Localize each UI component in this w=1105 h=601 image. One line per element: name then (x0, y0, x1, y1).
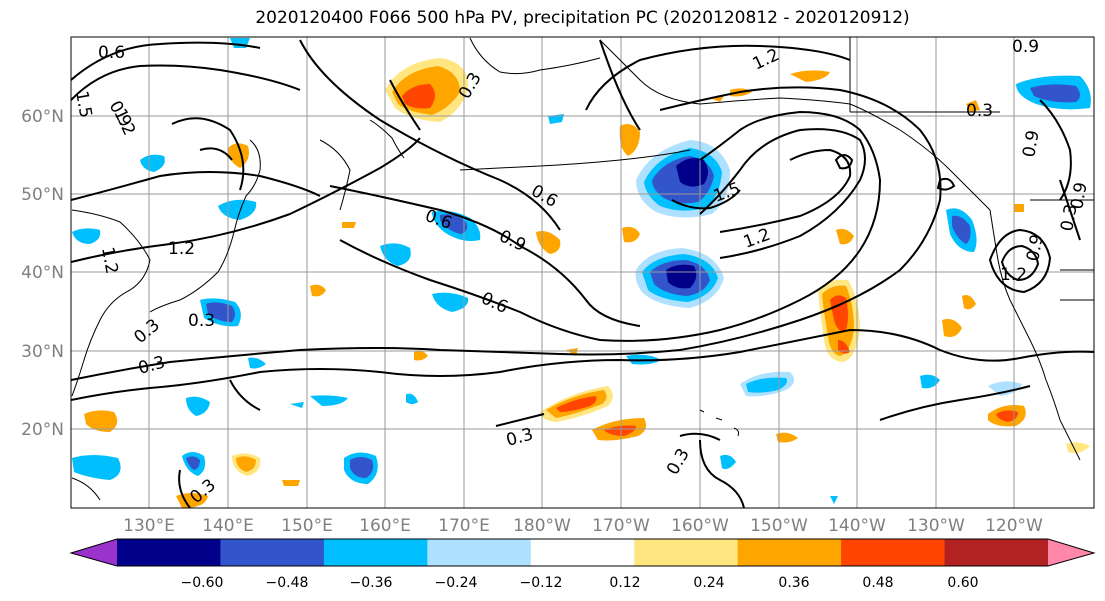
contour-label: 1.2 (97, 245, 121, 275)
lon-label: 170°W (592, 516, 650, 536)
latitude-labels: 60°N 50°N 40°N 30°N 20°N (21, 107, 64, 440)
colorbar-cell (944, 539, 1049, 566)
lat-label: 40°N (21, 263, 64, 283)
colorbar-cell (117, 539, 222, 566)
lon-label: 160°E (359, 516, 411, 536)
colorbar-tick: −0.36 (350, 575, 393, 591)
colorbar-extend-right (1048, 539, 1094, 566)
map-border (70, 36, 1095, 509)
colorbar-tick: −0.12 (520, 575, 563, 591)
contour-label: 0.3 (188, 311, 215, 331)
colorbar-tick: 0.24 (693, 575, 724, 591)
contour-labels: 0.6 0.9 1.2 1.5 0.3 1.2 0.6 0.9 0.6 0.9 … (71, 37, 1092, 508)
colorbar: −0.60 −0.48 −0.36 −0.24 −0.12 0.12 0.24 … (69, 538, 1096, 591)
contour-label: 1.2 (1000, 265, 1027, 285)
lat-label: 60°N (21, 107, 64, 127)
lon-label: 140°E (202, 516, 254, 536)
colorbar-cell (737, 539, 842, 566)
lat-label: 50°N (21, 185, 64, 205)
longitude-labels: 130°E 140°E 150°E 160°E 170°E 180°W 170°… (123, 516, 1043, 536)
colorbar-cell (220, 539, 325, 566)
colorbar-cell (530, 539, 635, 566)
lon-label: 140°W (828, 516, 886, 536)
colorbar-tick: −0.24 (435, 575, 478, 591)
contour-label: 0.9 (1067, 181, 1091, 211)
colorbar-cell (427, 539, 532, 566)
colorbar-tick: −0.48 (266, 575, 309, 591)
colorbar-ticks: −0.60 −0.48 −0.36 −0.24 −0.12 0.12 0.24 … (181, 575, 979, 591)
colorbar-tick: 0.48 (862, 575, 893, 591)
contour-label: 0.9 (1012, 37, 1039, 57)
contour-label: 0.6 (98, 43, 125, 63)
lon-label: 150°E (281, 516, 333, 536)
lat-label: 20°N (21, 420, 64, 440)
contour-label: 0.9 (1023, 233, 1047, 263)
lon-label: 180°W (513, 516, 571, 536)
pv-contours (71, 39, 1094, 508)
contour-label: 0.3 (966, 101, 993, 121)
contour-label: 1.5 (71, 89, 95, 119)
map-title: 2020120400 F066 500 hPa PV, precipitatio… (255, 8, 910, 28)
colorbar-tick: 0.12 (609, 575, 640, 591)
contour-label: 1.2 (168, 239, 195, 259)
contour-label: 0.9 (1019, 129, 1043, 159)
coastlines (71, 37, 1094, 501)
lon-label: 120°W (985, 516, 1043, 536)
colorbar-outline (69, 538, 1096, 567)
colorbar-tick: 0.60 (947, 575, 978, 591)
lon-label: 170°E (438, 516, 490, 536)
colorbar-cell (841, 539, 946, 566)
colorbar-cell (634, 539, 739, 566)
colorbar-extend-left (71, 539, 117, 566)
lon-label: 160°W (671, 516, 729, 536)
contour-label: 0.3 (1057, 203, 1081, 233)
lon-label: 150°W (750, 516, 808, 536)
colorbar-cell (323, 539, 428, 566)
colorbar-tick: −0.60 (181, 575, 224, 591)
lon-label: 130°E (123, 516, 175, 536)
lat-label: 30°N (21, 342, 64, 362)
lon-label: 130°W (907, 516, 965, 536)
colorbar-tick: 0.36 (778, 575, 809, 591)
